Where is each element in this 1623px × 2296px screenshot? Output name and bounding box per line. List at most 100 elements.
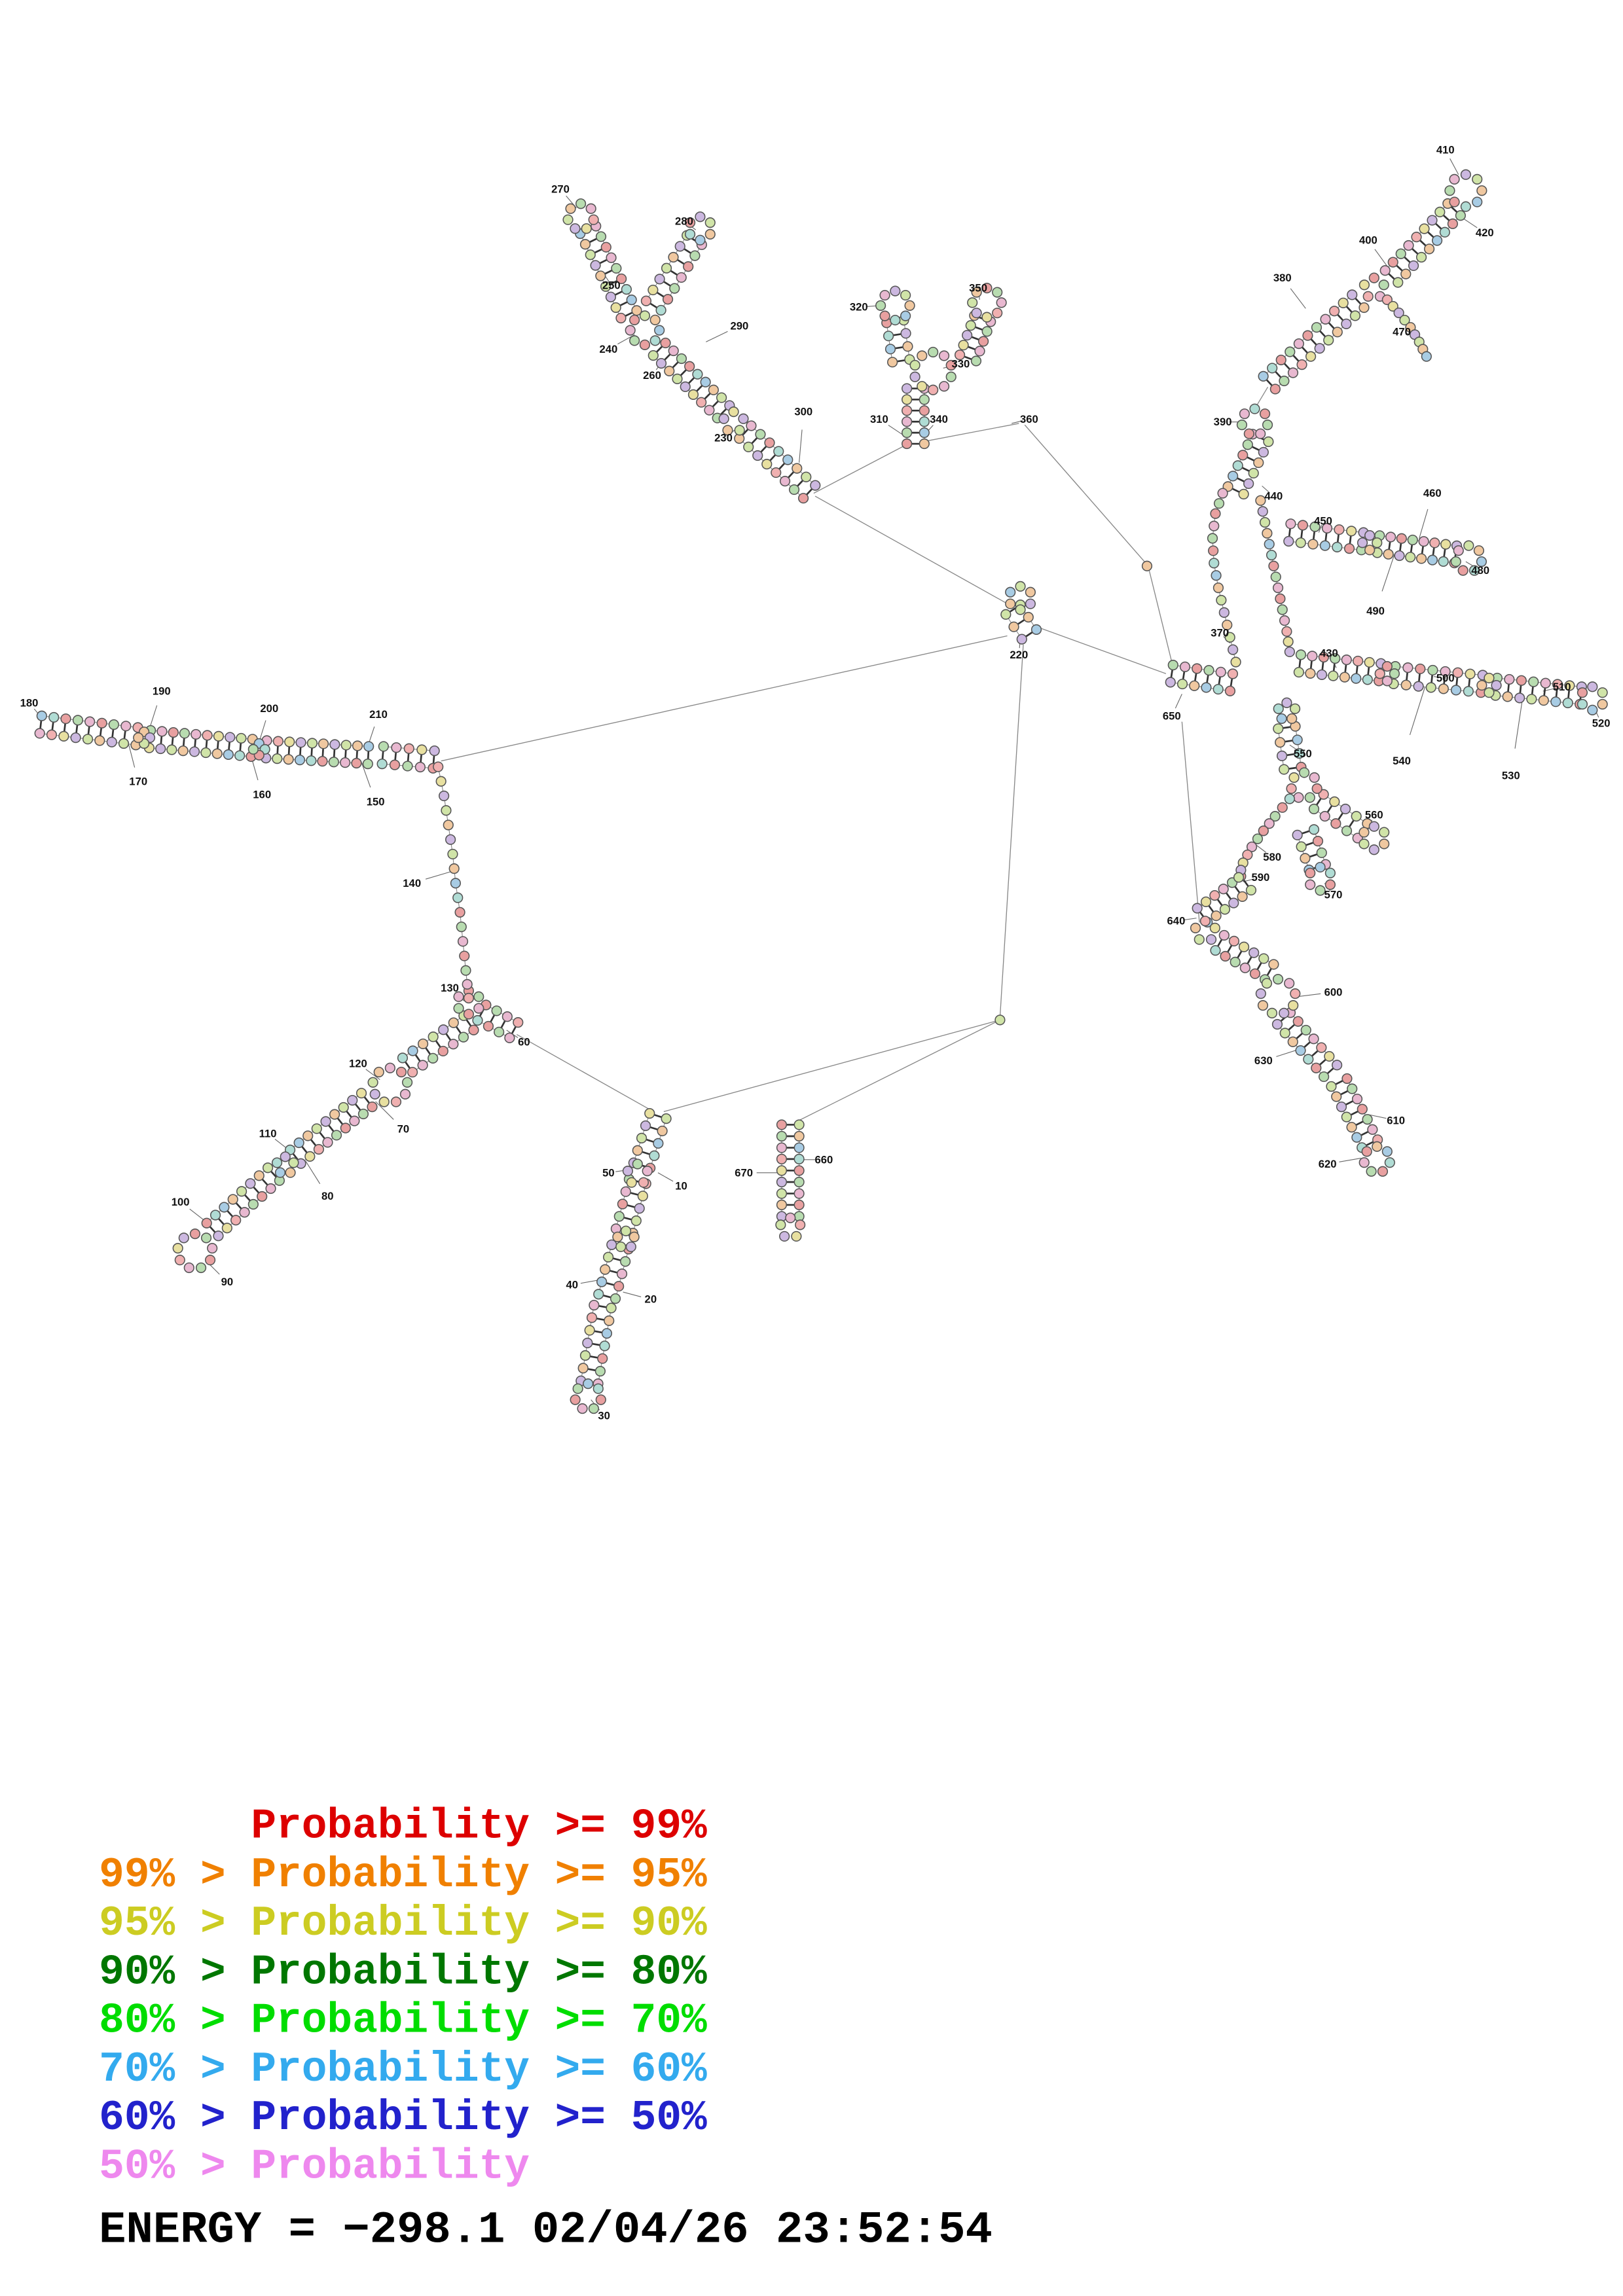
nucleotide [810, 480, 821, 491]
nucleotide [1324, 867, 1336, 878]
nucleotide [1293, 792, 1304, 803]
nucleotide [1381, 294, 1393, 306]
nucleotide [595, 231, 607, 242]
nucleotide [649, 1150, 660, 1161]
nucleotide [1207, 533, 1218, 544]
label-leader-line [1296, 993, 1321, 997]
nucleotide [700, 376, 711, 387]
nucleotide [1246, 841, 1258, 852]
nucleotide [1347, 1083, 1358, 1094]
nucleotide [1190, 922, 1201, 933]
nucleotide [734, 425, 745, 436]
nucleotide [247, 744, 259, 755]
position-label: 100 [172, 1196, 190, 1208]
nucleotide [967, 297, 978, 308]
nucleotide [1381, 1146, 1393, 1157]
nucleotide [1268, 959, 1279, 970]
position-label: 650 [1163, 709, 1181, 722]
nucleotide [1238, 941, 1250, 952]
nucleotide [669, 283, 680, 294]
position-label: 440 [1265, 490, 1283, 503]
label-leader-line [1183, 918, 1197, 921]
label-leader-line [375, 1101, 394, 1120]
nucleotide [1415, 663, 1426, 675]
nucleotide [1288, 1000, 1299, 1011]
position-label: 110 [259, 1127, 277, 1139]
nucleotide [606, 252, 617, 263]
nucleotide [1343, 543, 1355, 554]
nucleotide [1277, 802, 1288, 813]
nucleotide [320, 1116, 331, 1127]
nucleotide [581, 223, 592, 234]
nucleotide [189, 746, 200, 757]
nucleotide [1526, 694, 1537, 705]
nucleotide [1025, 598, 1036, 609]
nucleotide [577, 1403, 588, 1414]
nucleotide [616, 1268, 628, 1280]
nucleotide [746, 420, 757, 431]
nucleotide [94, 735, 105, 746]
nucleotide [629, 1231, 640, 1242]
nucleotide [236, 732, 247, 744]
nucleotide [168, 726, 179, 738]
label-leader-line [580, 1280, 597, 1284]
nucleotide [1201, 682, 1212, 693]
nucleotide [562, 214, 574, 225]
position-label: 480 [1471, 564, 1489, 577]
nucleotide [1321, 522, 1333, 534]
nucleotide [1562, 697, 1573, 709]
nucleotide [1209, 922, 1220, 933]
nucleotide [221, 1223, 232, 1234]
nucleotide [1400, 268, 1412, 279]
nucleotide [1262, 420, 1273, 431]
nucleotide [996, 297, 1007, 308]
nucleotide [178, 1232, 189, 1244]
label-leader-line [1450, 158, 1459, 175]
nucleotide [438, 1024, 449, 1035]
nucleotide [752, 450, 763, 461]
nucleotide [738, 413, 749, 424]
nucleotide [1332, 541, 1343, 552]
nucleotide [1320, 314, 1331, 325]
nucleotide [384, 1062, 395, 1073]
nucleotide [1334, 524, 1345, 535]
nucleotide [295, 737, 306, 748]
nucleotide [1305, 867, 1316, 878]
nucleotide [801, 471, 812, 482]
nucleotide [776, 1188, 788, 1199]
position-label: 370 [1211, 627, 1229, 639]
nucleotide [395, 1066, 407, 1078]
nucleotide [1351, 1132, 1362, 1143]
nucleotide [919, 394, 930, 405]
nucleotide [36, 710, 47, 721]
position-label: 580 [1263, 851, 1281, 863]
nucleotide [642, 1166, 653, 1177]
nucleotide [1279, 1028, 1290, 1039]
nucleotide [34, 728, 45, 739]
nucleotide [788, 484, 800, 495]
nucleotide [513, 1017, 524, 1028]
nucleotide [504, 1032, 515, 1043]
nucleotide [1258, 446, 1269, 458]
nucleotide [356, 1088, 367, 1099]
nucleotide [1319, 540, 1331, 551]
nucleotide [202, 730, 213, 741]
nucleotide [1324, 1050, 1335, 1062]
nucleotide [262, 1162, 274, 1174]
nucleotide [72, 715, 84, 726]
nucleotide [582, 1337, 593, 1349]
nucleotide [1279, 1007, 1290, 1019]
nucleotide [213, 730, 225, 742]
position-label: 50 [602, 1166, 615, 1179]
nucleotide [1236, 420, 1248, 431]
nucleotide [1292, 734, 1303, 745]
nucleotide [630, 1215, 642, 1227]
nucleotide [621, 284, 632, 295]
nucleotide [1303, 1054, 1314, 1065]
nucleotide [311, 1123, 322, 1134]
label-leader-line [1012, 420, 1023, 424]
nucleotide [773, 446, 784, 457]
nucleotide [1396, 533, 1407, 544]
nucleotide [1415, 553, 1427, 564]
nucleotide [662, 294, 674, 305]
